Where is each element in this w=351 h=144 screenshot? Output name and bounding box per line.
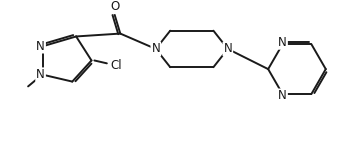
Text: Cl: Cl: [111, 59, 122, 72]
Text: N: N: [36, 40, 45, 53]
Text: N: N: [224, 42, 232, 55]
Text: N: N: [36, 68, 45, 81]
Text: O: O: [110, 0, 119, 13]
Text: N: N: [151, 42, 160, 55]
Text: N: N: [278, 89, 287, 103]
Text: N: N: [278, 36, 287, 49]
